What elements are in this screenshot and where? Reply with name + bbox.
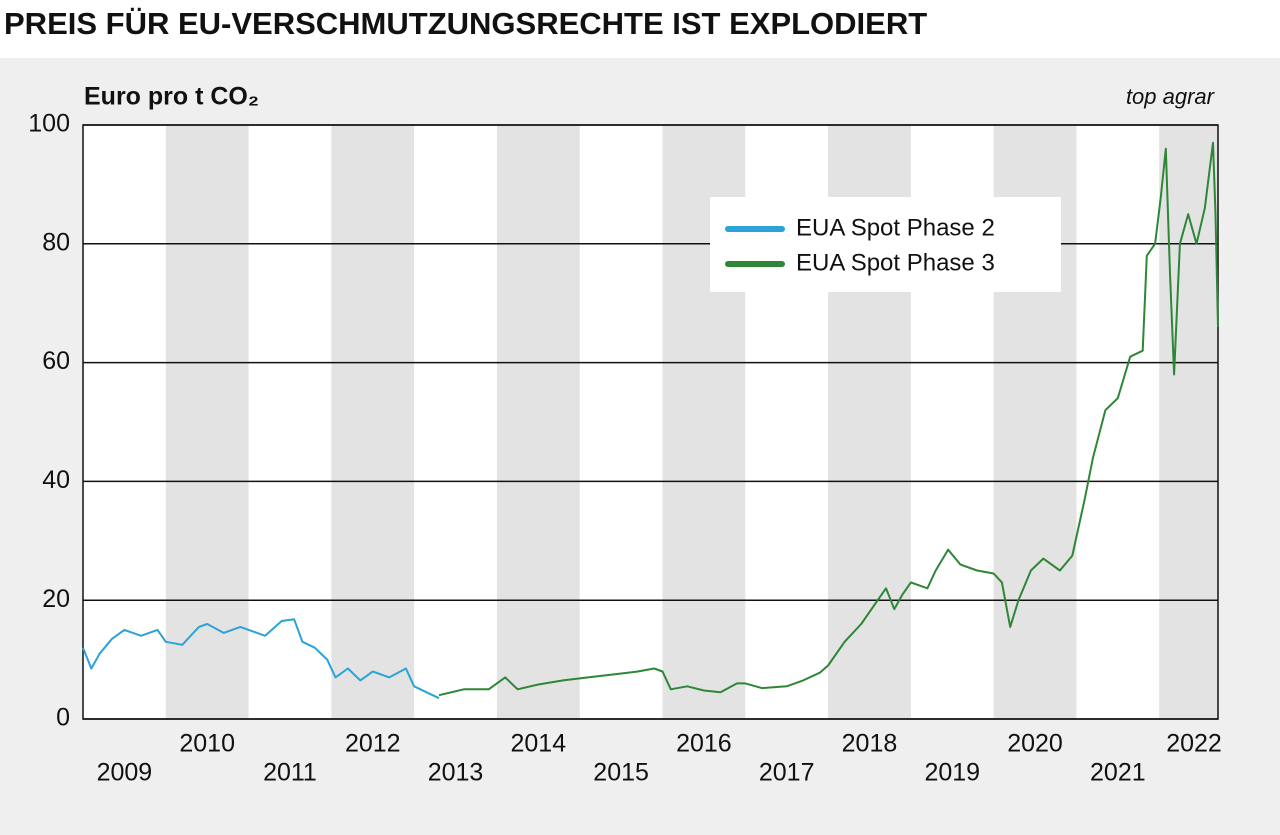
- y-tick-label: 0: [56, 704, 70, 732]
- x-tick-label: 2018: [842, 730, 898, 758]
- legend-label: EUA Spot Phase 3: [796, 249, 995, 276]
- source: top agrar: [1126, 84, 1216, 109]
- title-band: [0, 0, 1280, 58]
- x-tick-label: 2022: [1166, 730, 1222, 758]
- x-tick-label: 2015: [593, 759, 649, 787]
- chart-title: PREIS FÜR EU-VERSCHMUTZUNGSRECHTE IST EX…: [4, 6, 927, 41]
- year-band: [496, 125, 580, 719]
- year-band: [165, 125, 249, 719]
- x-tick-label: 2012: [345, 730, 401, 758]
- x-tick-label: 2013: [428, 759, 484, 787]
- y-axis-label: Euro pro t CO₂: [84, 83, 259, 111]
- year-band: [331, 125, 415, 719]
- x-tick-label: 2016: [676, 730, 732, 758]
- x-tick-label: 2014: [511, 730, 567, 758]
- legend-box: [710, 197, 1061, 292]
- x-tick-label: 2019: [924, 759, 980, 787]
- x-tick-label: 2010: [179, 730, 235, 758]
- legend-label: EUA Spot Phase 2: [796, 214, 995, 241]
- x-tick-label: 2021: [1090, 759, 1146, 787]
- x-tick-label: 2017: [759, 759, 815, 787]
- y-tick-label: 20: [42, 585, 70, 613]
- data-line: [438, 141, 1219, 697]
- y-tick-label: 40: [42, 466, 70, 494]
- y-tick-label: 80: [42, 228, 70, 256]
- plot-frame: [82, 124, 1219, 720]
- x-tick-label: 2011: [263, 759, 317, 787]
- y-tick-label: 60: [42, 347, 70, 375]
- data-line: [82, 618, 440, 700]
- x-tick-label: 2020: [1007, 730, 1063, 758]
- y-tick-label: 100: [28, 110, 70, 138]
- x-tick-label: 2009: [97, 759, 153, 787]
